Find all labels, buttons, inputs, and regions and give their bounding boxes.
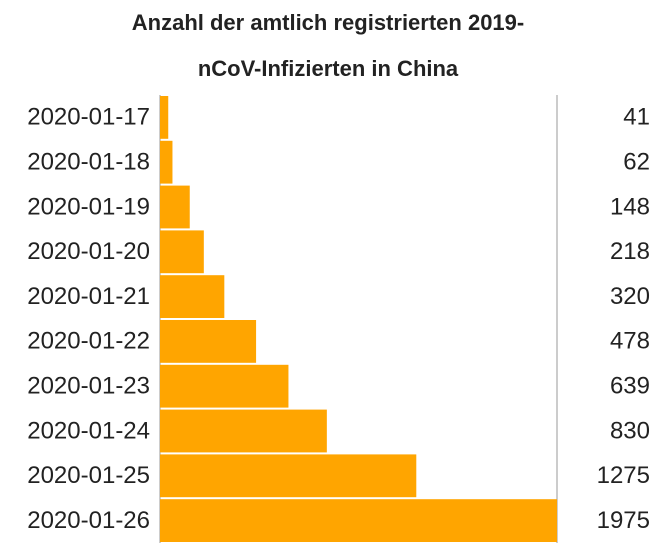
bar xyxy=(160,409,327,453)
bar xyxy=(160,499,557,542)
chart-title: Anzahl der amtlich registrierten 2019-nC… xyxy=(131,10,525,81)
bar xyxy=(160,364,289,408)
value-label: 830 xyxy=(610,417,650,444)
value-label: 1975 xyxy=(597,507,650,534)
y-tick-label: 2020-01-21 xyxy=(27,283,150,310)
value-label: 218 xyxy=(610,238,650,265)
y-tick-label: 2020-01-24 xyxy=(27,417,150,444)
value-label: 320 xyxy=(610,283,650,310)
y-tick-label: 2020-01-18 xyxy=(27,149,150,176)
bar xyxy=(160,275,225,318)
y-tick-label: 2020-01-22 xyxy=(27,328,150,355)
y-tick-label: 2020-01-25 xyxy=(27,462,150,489)
y-tick-label: 2020-01-20 xyxy=(27,238,150,265)
bar xyxy=(160,230,204,274)
y-tick-label: 2020-01-17 xyxy=(27,104,150,131)
bar xyxy=(160,96,169,139)
bar xyxy=(160,320,257,363)
value-label: 1275 xyxy=(597,462,650,489)
y-tick-label: 2020-01-23 xyxy=(27,373,150,400)
y-tick-label: 2020-01-19 xyxy=(27,193,150,220)
y-tick-label: 2020-01-26 xyxy=(27,507,150,534)
bar xyxy=(160,185,190,229)
bar xyxy=(160,454,417,498)
bar xyxy=(160,140,173,184)
value-label: 148 xyxy=(610,193,650,220)
value-label: 478 xyxy=(610,328,650,355)
value-label: 62 xyxy=(623,149,650,176)
value-label: 41 xyxy=(623,104,650,131)
value-label: 639 xyxy=(610,373,650,400)
